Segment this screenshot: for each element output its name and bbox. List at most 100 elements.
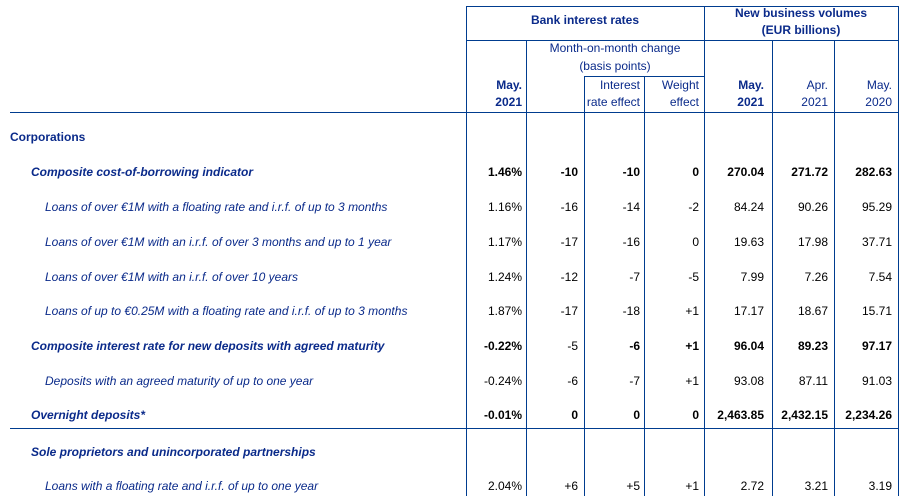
- cell-rate: 1.87%: [487, 304, 522, 318]
- cell-mom-change: -5: [567, 339, 578, 353]
- col-divider: [898, 6, 899, 496]
- cell-weight-effect: 0: [692, 408, 699, 422]
- cell-interest-rate-effect: -7: [629, 270, 640, 284]
- cell-volume-may-2021: 93.08: [733, 374, 764, 388]
- header-rule: [10, 112, 898, 113]
- cell-rate: 2.04%: [487, 479, 522, 493]
- row-label: Loans of over €1M with a floating rate a…: [45, 200, 388, 214]
- cell-volume-may-2020: 37.71: [861, 235, 892, 249]
- interest-rate-effect-header: Interest: [599, 78, 640, 92]
- cell-volume-apr-2021: 271.72: [791, 165, 828, 179]
- interest-rate-effect-header-2: rate effect: [586, 95, 640, 109]
- cell-volume-may-2021: 2,463.85: [717, 408, 764, 422]
- cell-interest-rate-effect: -16: [622, 235, 640, 249]
- cell-interest-rate-effect: -14: [622, 200, 640, 214]
- cell-rate: -0.22%: [483, 339, 522, 353]
- cell-interest-rate-effect: +5: [626, 479, 640, 493]
- bank-interest-rates-header: Bank interest rates: [530, 13, 640, 27]
- cell-weight-effect: +1: [685, 304, 699, 318]
- header-rule: [584, 76, 704, 77]
- cell-volume-may-2021: 96.04: [733, 339, 764, 353]
- row-label: Loans of up to €0.25M with a floating ra…: [45, 304, 408, 318]
- cell-interest-rate-effect: -7: [629, 374, 640, 388]
- row-label: Loans of over €1M with an i.r.f. of over…: [45, 270, 299, 284]
- new-business-volumes-header: New business volumes: [734, 6, 868, 20]
- cell-volume-may-2021: 2.72: [740, 479, 764, 493]
- cell-rate: 1.16%: [487, 200, 522, 214]
- basis-points-header: (basis points): [579, 59, 651, 73]
- cell-weight-effect: +1: [685, 374, 699, 388]
- cell-volume-may-2020: 91.03: [861, 374, 892, 388]
- cell-volume-apr-2021: 7.26: [804, 270, 828, 284]
- cell-interest-rate-effect: 0: [633, 408, 640, 422]
- col-may-2020-header-year: 2020: [865, 95, 892, 109]
- cell-interest-rate-effect: -10: [622, 165, 640, 179]
- cell-volume-may-2021: 84.24: [733, 200, 764, 214]
- cell-volume-apr-2021: 89.23: [797, 339, 828, 353]
- cell-volume-may-2020: 3.19: [868, 479, 892, 493]
- cell-weight-effect: 0: [692, 165, 699, 179]
- cell-interest-rate-effect: -18: [622, 304, 640, 318]
- cell-weight-effect: +1: [685, 339, 699, 353]
- cell-rate: -0.24%: [483, 374, 522, 388]
- cell-rate: 1.46%: [487, 165, 522, 179]
- cell-mom-change: -10: [560, 165, 578, 179]
- col-divider: [526, 41, 527, 496]
- cell-weight-effect: 0: [692, 235, 699, 249]
- section-rule: [10, 428, 898, 429]
- cell-volume-may-2021: 7.99: [740, 270, 764, 284]
- row-label: Composite cost-of-borrowing indicator: [31, 165, 253, 179]
- row-label: Composite interest rate for new deposits…: [31, 339, 385, 353]
- col-apr-2021-header: Apr.: [806, 78, 828, 92]
- cell-volume-may-2020: 2,234.26: [845, 408, 892, 422]
- header-rule: [466, 6, 898, 7]
- weight-effect-header-2: effect: [669, 95, 699, 109]
- weight-effect-header: Weight: [661, 78, 699, 92]
- section-sole-proprietors: Sole proprietors and unincorporated part…: [31, 445, 316, 459]
- cell-volume-may-2020: 95.29: [861, 200, 892, 214]
- row-label: Loans with a floating rate and i.r.f. of…: [45, 479, 319, 493]
- cell-volume-may-2020: 15.71: [861, 304, 892, 318]
- header-rule: [466, 40, 898, 41]
- col-divider: [772, 41, 773, 496]
- cell-volume-apr-2021: 90.26: [797, 200, 828, 214]
- cell-volume-may-2020: 282.63: [855, 165, 892, 179]
- eur-billions-header: (EUR billions): [761, 23, 841, 37]
- cell-volume-may-2021: 270.04: [727, 165, 764, 179]
- col-divider: [704, 6, 705, 496]
- cell-interest-rate-effect: -6: [629, 339, 640, 353]
- col-nbv-may-2021-header: May.: [738, 78, 764, 92]
- col-may-2021-header: May.: [496, 78, 522, 92]
- cell-mom-change: -17: [560, 304, 578, 318]
- cell-volume-may-2021: 17.17: [733, 304, 764, 318]
- col-may-2020-header: May.: [866, 78, 892, 92]
- cell-mom-change: 0: [571, 408, 578, 422]
- col-divider: [584, 76, 585, 496]
- col-divider: [466, 6, 467, 496]
- cell-volume-apr-2021: 87.11: [798, 374, 828, 388]
- cell-volume-may-2021: 19.63: [733, 235, 764, 249]
- col-divider: [834, 41, 835, 496]
- cell-mom-change: -12: [560, 270, 578, 284]
- col-apr-2021-header-year: 2021: [801, 95, 828, 109]
- mom-change-header: Month-on-month change: [549, 41, 681, 55]
- cell-volume-apr-2021: 18.67: [797, 304, 828, 318]
- cell-rate: -0.01%: [483, 408, 522, 422]
- col-divider: [644, 76, 645, 496]
- col-may-2021-header-year: 2021: [495, 95, 522, 109]
- row-label: Loans of over €1M with an i.r.f. of over…: [45, 235, 392, 249]
- cell-weight-effect: -5: [688, 270, 699, 284]
- cell-volume-apr-2021: 17.98: [797, 235, 828, 249]
- cell-volume-may-2020: 7.54: [868, 270, 892, 284]
- cell-mom-change: -16: [560, 200, 578, 214]
- section-corporations: Corporations: [10, 130, 86, 144]
- cell-volume-apr-2021: 3.21: [804, 479, 828, 493]
- cell-volume-may-2020: 97.17: [861, 339, 892, 353]
- row-label: Deposits with an agreed maturity of up t…: [45, 374, 314, 388]
- cell-rate: 1.17%: [487, 235, 522, 249]
- cell-volume-apr-2021: 2,432.15: [781, 408, 828, 422]
- cell-mom-change: -6: [567, 374, 578, 388]
- cell-rate: 1.24%: [487, 270, 522, 284]
- cell-mom-change: -17: [560, 235, 578, 249]
